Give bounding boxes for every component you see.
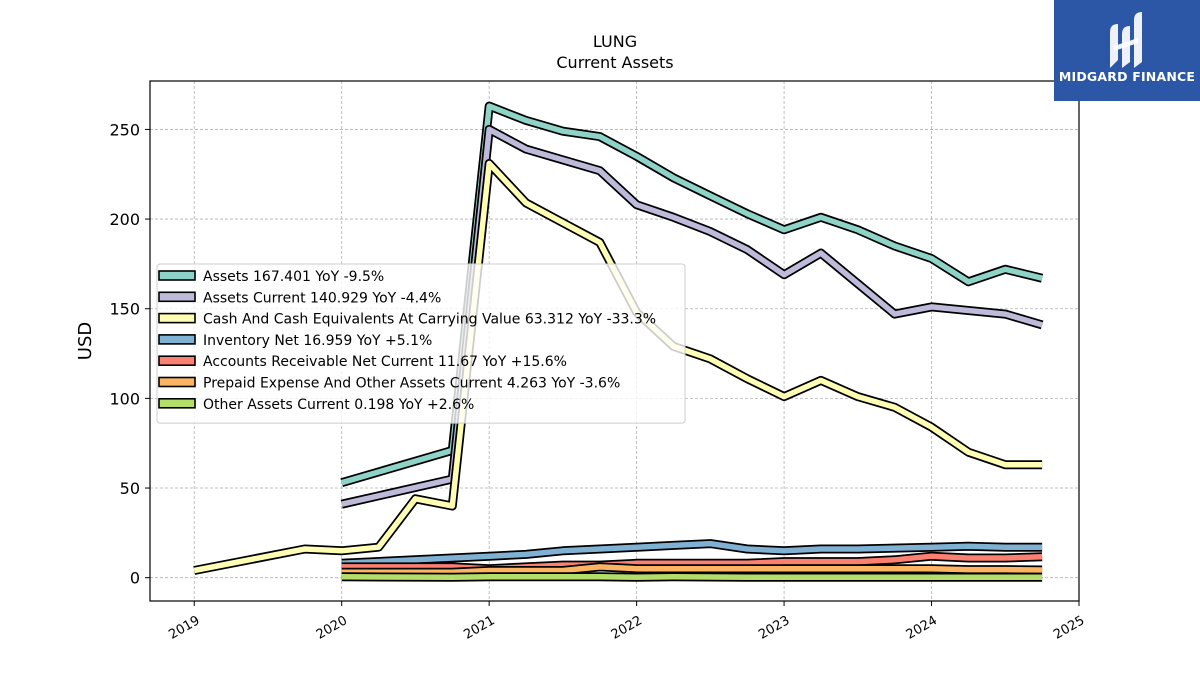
legend-swatch xyxy=(158,376,196,388)
series-line-2 xyxy=(340,124,1044,509)
series-line-4 xyxy=(341,539,1043,568)
y-tick-label: 200 xyxy=(109,210,140,229)
legend-entry: Assets 167.401 YoY -9.5% xyxy=(203,269,384,285)
series-line-6 xyxy=(341,562,1043,577)
x-tick-label: 2019 xyxy=(166,613,202,643)
brand-logo: MIDGARD FINANCE xyxy=(1054,0,1200,101)
series-line xyxy=(341,574,1043,581)
x-tick-label: 2025 xyxy=(1051,613,1087,643)
y-axis-label: USD xyxy=(75,322,96,360)
legend-entry: Prepaid Expense And Other Assets Current… xyxy=(203,376,620,392)
legend-swatch xyxy=(158,291,196,303)
brand-name: MIDGARD FINANCE xyxy=(1058,69,1196,84)
legend-entry: Assets Current 140.929 YoY -4.4% xyxy=(203,290,441,306)
legend-swatch xyxy=(158,355,196,367)
legend: Assets 167.401 YoY -9.5% Assets Current 1… xyxy=(156,263,686,424)
x-tick-label: 2021 xyxy=(461,613,497,643)
x-tick-label: 2024 xyxy=(904,613,940,643)
legend-box xyxy=(156,263,686,424)
y-tick-label: 100 xyxy=(109,389,140,408)
series-line xyxy=(341,564,1043,576)
y-tick-label: 0 xyxy=(130,569,140,588)
legend-entry: Other Assets Current 0.198 YoY +2.6% xyxy=(203,397,474,413)
chart-title: LUNG xyxy=(593,32,637,51)
series-line xyxy=(341,540,1043,567)
x-tick-label: 2020 xyxy=(314,613,350,643)
series-line xyxy=(341,126,1043,507)
legend-entry: Accounts Receivable Net Current 11.67 Yo… xyxy=(203,354,567,370)
legend-swatch xyxy=(158,397,196,409)
x-tick-label: 2023 xyxy=(756,613,792,643)
legend-swatch xyxy=(158,334,196,345)
midgard-logo-icon xyxy=(1110,12,1142,68)
series-line xyxy=(340,103,1043,486)
y-tick-label: 250 xyxy=(109,120,140,139)
x-tick-label: 2022 xyxy=(609,613,645,643)
series-group xyxy=(193,101,1044,582)
legend-swatch xyxy=(158,270,196,281)
legend-entry: Inventory Net 16.959 YoY +5.1% xyxy=(203,333,432,349)
legend-swatch xyxy=(158,312,196,324)
series-line-7 xyxy=(341,572,1043,582)
y-tick-label: 50 xyxy=(120,479,140,498)
series-line-1 xyxy=(340,101,1044,488)
plot-frame xyxy=(149,80,1080,602)
y-tick-label: 150 xyxy=(109,300,140,319)
chart-subtitle: Current Assets xyxy=(556,53,673,72)
legend-entry: Cash And Cash Equivalents At Carrying Va… xyxy=(203,312,656,328)
